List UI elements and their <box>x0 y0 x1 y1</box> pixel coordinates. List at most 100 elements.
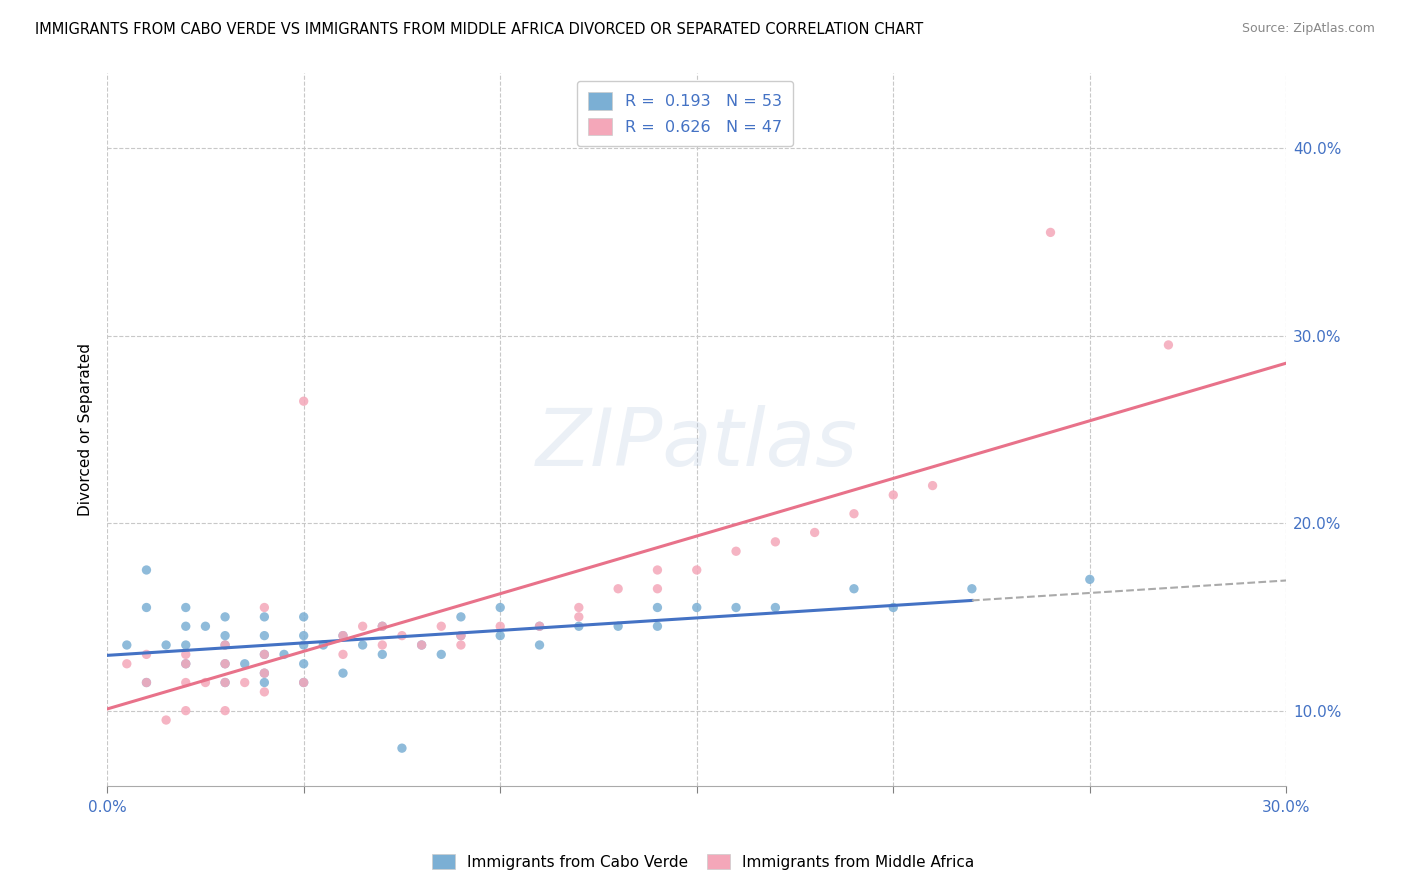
Point <box>960 582 983 596</box>
Point <box>725 600 748 615</box>
Point <box>292 675 315 690</box>
Point <box>371 619 394 633</box>
Point <box>430 648 453 662</box>
Legend: R =  0.193   N = 53, R =  0.626   N = 47: R = 0.193 N = 53, R = 0.626 N = 47 <box>576 81 793 146</box>
Point <box>214 638 236 652</box>
Point <box>411 638 433 652</box>
Point <box>607 582 630 596</box>
Point <box>647 600 669 615</box>
Point <box>214 657 236 671</box>
Text: IMMIGRANTS FROM CABO VERDE VS IMMIGRANTS FROM MIDDLE AFRICA DIVORCED OR SEPARATE: IMMIGRANTS FROM CABO VERDE VS IMMIGRANTS… <box>35 22 924 37</box>
Point <box>430 619 453 633</box>
Point <box>253 666 276 681</box>
Point <box>332 629 354 643</box>
Point <box>647 619 669 633</box>
Point <box>391 741 413 756</box>
Point <box>135 675 157 690</box>
Point <box>253 685 276 699</box>
Point <box>174 600 197 615</box>
Point <box>253 629 276 643</box>
Point <box>568 610 591 624</box>
Point <box>174 675 197 690</box>
Point <box>607 619 630 633</box>
Point <box>292 657 315 671</box>
Point <box>253 648 276 662</box>
Point <box>763 534 786 549</box>
Point <box>155 638 177 652</box>
Point <box>135 648 157 662</box>
Point <box>174 619 197 633</box>
Point <box>803 525 825 540</box>
Point <box>115 657 138 671</box>
Text: Source: ZipAtlas.com: Source: ZipAtlas.com <box>1241 22 1375 36</box>
Point <box>489 619 512 633</box>
Point <box>450 629 472 643</box>
Point <box>233 657 256 671</box>
Point <box>529 638 551 652</box>
Point <box>135 600 157 615</box>
Point <box>214 610 236 624</box>
Point <box>842 582 865 596</box>
Point <box>450 638 472 652</box>
Point <box>450 629 472 643</box>
Point <box>292 629 315 643</box>
Point <box>371 648 394 662</box>
Point <box>194 619 217 633</box>
Point <box>450 610 472 624</box>
Point <box>391 629 413 643</box>
Point <box>135 563 157 577</box>
Point <box>529 619 551 633</box>
Point <box>253 666 276 681</box>
Point <box>312 638 335 652</box>
Point <box>273 648 295 662</box>
Point <box>529 619 551 633</box>
Point <box>842 507 865 521</box>
Point <box>686 600 709 615</box>
Point <box>411 638 433 652</box>
Text: ZIPatlas: ZIPatlas <box>536 405 858 483</box>
Point <box>292 610 315 624</box>
Point <box>647 582 669 596</box>
Point <box>1039 226 1062 240</box>
Point <box>489 600 512 615</box>
Point <box>292 675 315 690</box>
Point <box>253 675 276 690</box>
Point <box>332 629 354 643</box>
Point <box>352 619 374 633</box>
Point <box>725 544 748 558</box>
Point <box>371 619 394 633</box>
Point <box>174 704 197 718</box>
Point <box>686 563 709 577</box>
Point <box>135 675 157 690</box>
Point <box>882 488 904 502</box>
Point <box>253 648 276 662</box>
Point <box>214 657 236 671</box>
Point <box>115 638 138 652</box>
Point <box>763 600 786 615</box>
Point <box>214 629 236 643</box>
Point <box>174 638 197 652</box>
Point <box>174 657 197 671</box>
Point <box>194 675 217 690</box>
Point <box>489 629 512 643</box>
Point <box>921 478 943 492</box>
Point <box>214 638 236 652</box>
Point <box>1157 338 1180 352</box>
Point <box>352 638 374 652</box>
Point <box>568 600 591 615</box>
Legend: Immigrants from Cabo Verde, Immigrants from Middle Africa: Immigrants from Cabo Verde, Immigrants f… <box>425 846 981 877</box>
Point <box>155 713 177 727</box>
Point <box>233 675 256 690</box>
Point <box>1078 573 1101 587</box>
Point <box>253 610 276 624</box>
Point <box>214 675 236 690</box>
Point <box>174 648 197 662</box>
Point <box>253 600 276 615</box>
Point <box>214 704 236 718</box>
Point <box>214 675 236 690</box>
Point <box>647 563 669 577</box>
Y-axis label: Divorced or Separated: Divorced or Separated <box>79 343 93 516</box>
Point <box>174 657 197 671</box>
Point <box>882 600 904 615</box>
Point <box>568 619 591 633</box>
